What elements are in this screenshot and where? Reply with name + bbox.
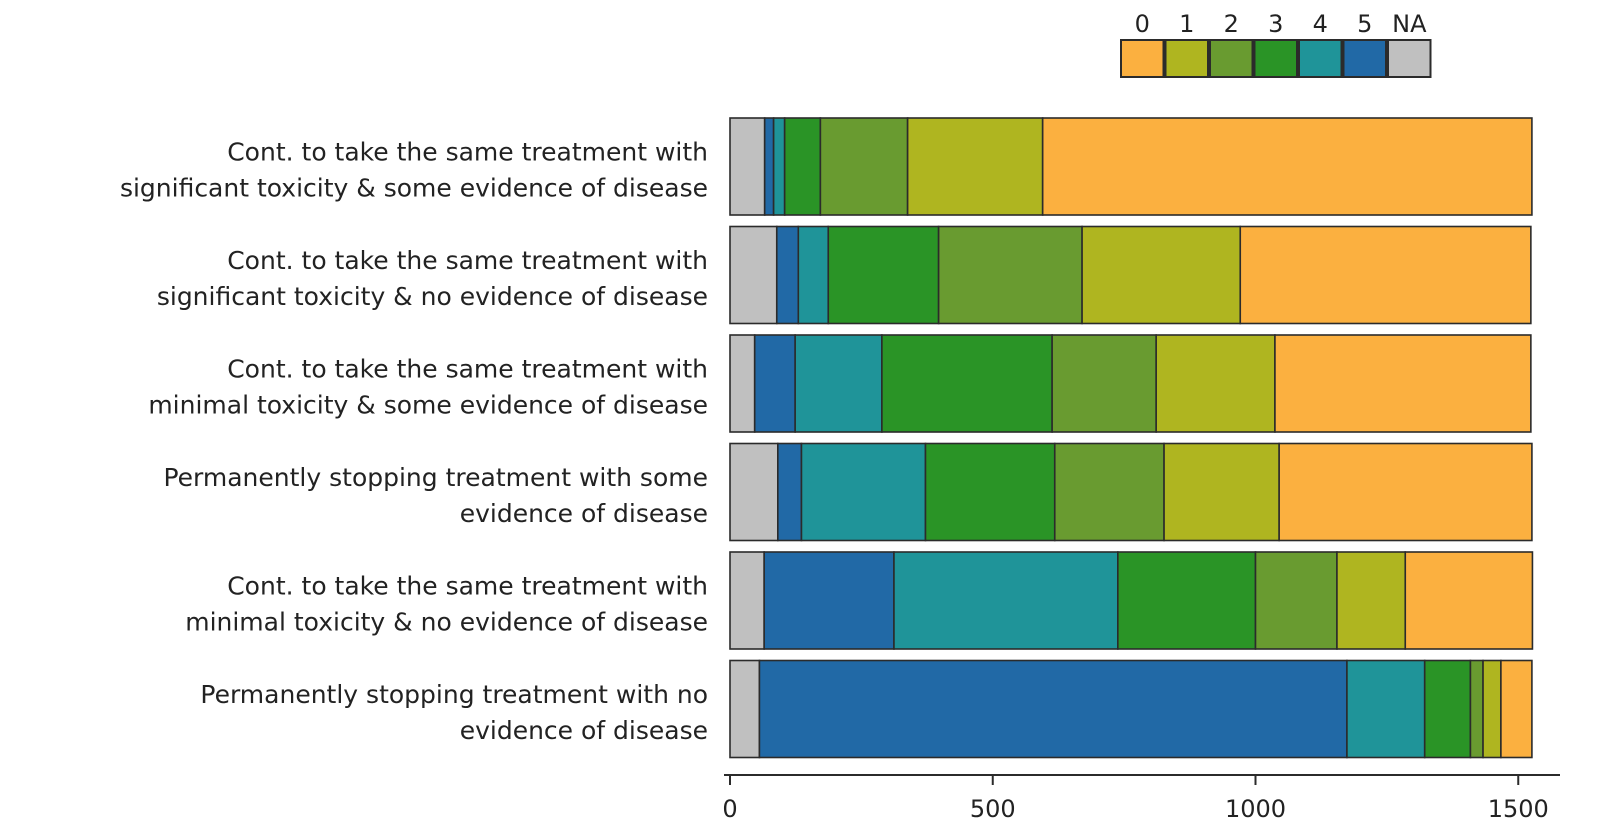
- category-label-6-line-1: Permanently stopping treatment with no: [200, 680, 708, 709]
- bar-segment-5-row-6: [758, 659, 1348, 759]
- legend-label-na: NA: [1392, 10, 1427, 38]
- category-label-6-line-2: evidence of disease: [460, 716, 708, 745]
- bar-segment-1-row-4: [1163, 442, 1280, 542]
- bar-segment-1-row-2: [1081, 225, 1242, 325]
- bar-segment-na-row-4: [729, 442, 779, 542]
- bar-segment-0-row-1: [1041, 117, 1533, 216]
- x-tick-label-1000: 1000: [1225, 795, 1286, 823]
- bar-segment-0-row-6: [1500, 659, 1533, 759]
- bar-segment-2-row-2: [937, 225, 1083, 325]
- bar-segment-1-row-1: [906, 117, 1044, 216]
- category-label-5-line-2: minimal toxicity & no evidence of diseas…: [185, 608, 708, 637]
- bar-segment-5-row-2: [775, 225, 800, 325]
- bar-segment-3-row-3: [881, 334, 1053, 433]
- legend-label-1: 1: [1179, 10, 1194, 38]
- x-tick-label-500: 500: [970, 795, 1016, 823]
- bar-segment-0-row-2: [1239, 225, 1532, 325]
- category-label-5-line-1: Cont. to take the same treatment with: [227, 572, 708, 601]
- bar-segment-2-row-1: [819, 117, 909, 216]
- category-label-1-line-1: Cont. to take the same treatment with: [227, 138, 708, 167]
- bar-segment-1-row-6: [1482, 659, 1502, 759]
- bar-segment-5-row-4: [777, 442, 803, 542]
- bar-segment-na-row-6: [729, 659, 761, 759]
- bar-segment-4-row-3: [794, 334, 883, 433]
- bar-segment-3-row-2: [827, 225, 940, 325]
- bar-segment-2-row-5: [1254, 551, 1338, 650]
- category-label-1-line-2: significant toxicity & some evidence of …: [120, 174, 708, 203]
- legend-swatch-0: [1120, 39, 1165, 78]
- bar-segment-3-row-5: [1117, 551, 1257, 650]
- legend-label-5: 5: [1357, 10, 1372, 38]
- x-tick-label-1500: 1500: [1488, 795, 1549, 823]
- bar-segment-na-row-2: [729, 225, 778, 325]
- bar-segment-0-row-3: [1274, 334, 1532, 433]
- legend-label-2: 2: [1224, 10, 1239, 38]
- bar-segment-5-row-3: [753, 334, 796, 433]
- category-label-2-line-1: Cont. to take the same treatment with: [227, 246, 708, 275]
- legend-label-0: 0: [1135, 10, 1150, 38]
- bar-segment-na-row-1: [729, 117, 766, 216]
- bar-segment-2-row-6: [1469, 659, 1484, 759]
- legend-swatch-1: [1164, 39, 1209, 78]
- bar-segment-2-row-4: [1053, 442, 1165, 542]
- legend-label-3: 3: [1268, 10, 1283, 38]
- bar-segment-4-row-4: [800, 442, 927, 542]
- bar-segment-0-row-5: [1404, 551, 1534, 650]
- category-label-3-line-2: minimal toxicity & some evidence of dise…: [148, 391, 708, 420]
- bar-segment-2-row-3: [1051, 334, 1157, 433]
- bar-segment-na-row-5: [729, 551, 765, 650]
- bar-segment-1-row-3: [1155, 334, 1276, 433]
- legend-swatch-4: [1298, 39, 1343, 78]
- bar-segment-3-row-1: [783, 117, 822, 216]
- bar-segment-5-row-1: [763, 117, 775, 216]
- category-label-3-line-1: Cont. to take the same treatment with: [227, 355, 708, 384]
- bar-segment-4-row-1: [772, 117, 786, 216]
- legend-label-4: 4: [1313, 10, 1328, 38]
- bar-segment-1-row-5: [1336, 551, 1407, 650]
- bar-segment-4-row-2: [797, 225, 830, 325]
- bar-segment-5-row-5: [763, 551, 895, 650]
- legend-swatch-na: [1387, 39, 1432, 78]
- bar-segment-0-row-4: [1278, 442, 1533, 542]
- category-label-2-line-2: significant toxicity & no evidence of di…: [157, 282, 708, 311]
- bar-segment-na-row-3: [729, 334, 756, 433]
- legend-swatch-5: [1342, 39, 1387, 78]
- bar-segment-3-row-4: [924, 442, 1056, 542]
- category-label-4-line-1: Permanently stopping treatment with some: [163, 463, 708, 492]
- bar-segment-3-row-6: [1423, 659, 1472, 759]
- x-tick-label-0: 0: [722, 795, 737, 823]
- legend-swatch-2: [1209, 39, 1254, 78]
- bar-segment-4-row-6: [1346, 659, 1426, 759]
- category-label-4-line-2: evidence of disease: [460, 499, 708, 528]
- legend-swatch-3: [1253, 39, 1298, 78]
- bar-segment-4-row-5: [893, 551, 1119, 650]
